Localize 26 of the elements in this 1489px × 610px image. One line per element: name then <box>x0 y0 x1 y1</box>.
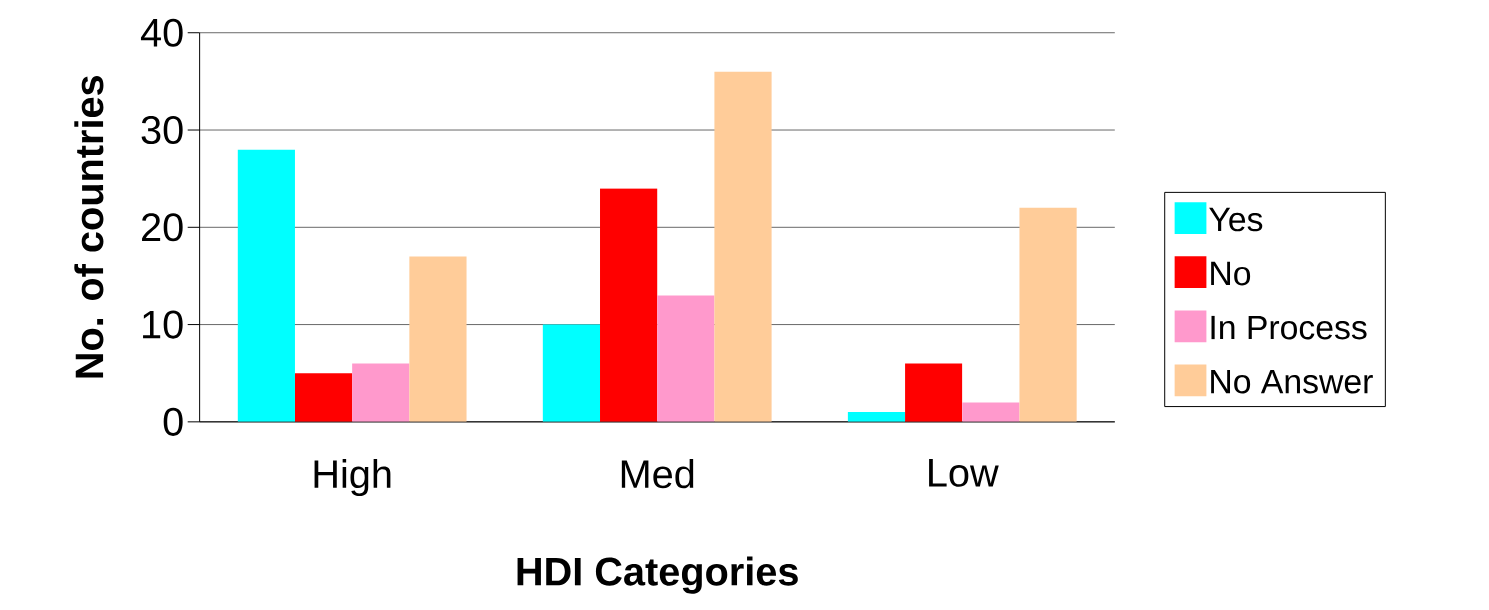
y-tick-label: 10 <box>143 310 183 339</box>
bar <box>237 149 295 422</box>
legend-label: In Process <box>1211 315 1367 340</box>
bar <box>294 372 353 422</box>
legend-label: No Answer <box>1211 369 1373 394</box>
bar <box>600 188 658 422</box>
y-tick-label: 0 <box>163 407 183 436</box>
bar <box>542 324 601 422</box>
bar <box>905 363 963 422</box>
legend-label: No <box>1211 261 1251 286</box>
y-axis-title: No. of countries <box>74 75 104 378</box>
y-tick-label: 20 <box>142 213 183 242</box>
bar <box>714 71 772 422</box>
bar <box>409 256 467 422</box>
bar <box>962 402 1020 422</box>
legend-label: Yes <box>1209 207 1263 232</box>
bar <box>657 295 715 422</box>
x-tick-label: High <box>314 458 391 496</box>
bar <box>352 363 410 422</box>
x-tick-label: Low <box>929 458 999 487</box>
y-tick-label: 30 <box>141 115 183 144</box>
bar <box>1019 207 1077 422</box>
x-axis-title: HDI Categories <box>517 556 798 594</box>
bar <box>847 411 906 422</box>
x-tick-label: Med <box>621 458 694 489</box>
y-tick-label: 40 <box>140 18 183 47</box>
